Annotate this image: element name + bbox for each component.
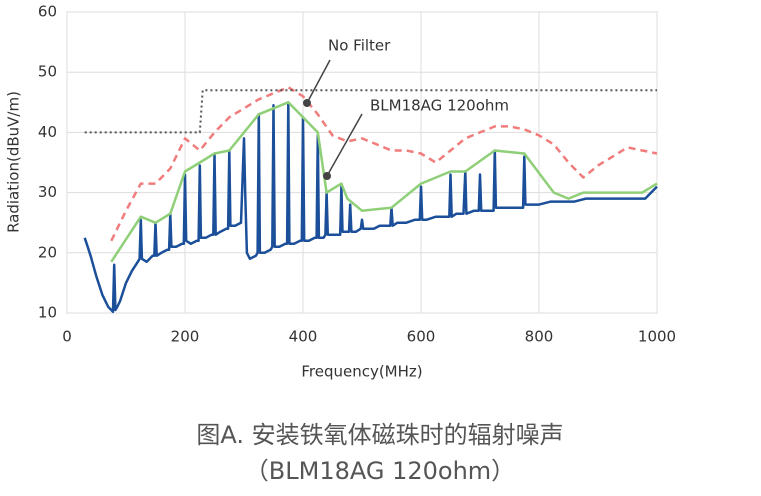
x-tick-label: 1000 bbox=[638, 328, 676, 346]
annotation-pointer bbox=[326, 113, 363, 177]
annotation-dot bbox=[303, 99, 311, 107]
series-line bbox=[84, 89, 657, 134]
x-tick-label: 0 bbox=[62, 328, 72, 346]
annotation-pointer bbox=[306, 59, 331, 104]
x-tick-label: 200 bbox=[171, 328, 200, 346]
y-tick-label: 50 bbox=[38, 63, 57, 81]
annotation: No Filter bbox=[328, 37, 391, 55]
x-tick-label: 800 bbox=[525, 328, 554, 346]
plot-area bbox=[66, 11, 658, 314]
annotation-dot bbox=[323, 172, 331, 180]
y-tick-label: 20 bbox=[38, 243, 57, 261]
x-tick-label: 400 bbox=[289, 328, 318, 346]
y-tick-label: 60 bbox=[38, 3, 57, 21]
series-line bbox=[110, 101, 658, 263]
annotation: BLM18AG 120ohm bbox=[370, 97, 509, 115]
x-axis-label: Frequency(MHz) bbox=[301, 363, 422, 381]
x-tick-label: 600 bbox=[407, 328, 436, 346]
y-axis-label: Radiation(dBuV/m) bbox=[5, 91, 23, 233]
y-tick-label: 10 bbox=[38, 304, 57, 322]
caption: （BLM18AG 120ohm） bbox=[245, 457, 515, 485]
y-tick-label: 30 bbox=[38, 183, 57, 201]
caption: 图A. 安装铁氧体磁珠时的辐射噪声 bbox=[196, 421, 563, 449]
y-tick-label: 40 bbox=[38, 123, 57, 141]
series-line bbox=[110, 86, 658, 242]
